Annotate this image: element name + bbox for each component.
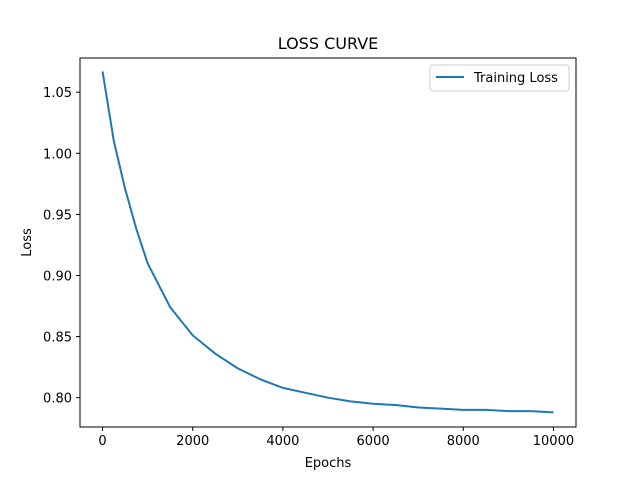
chart-title: LOSS CURVE bbox=[278, 34, 379, 53]
x-tick-label: 10000 bbox=[533, 434, 574, 449]
y-axis-label: Loss bbox=[20, 228, 35, 257]
x-tick-label: 8000 bbox=[447, 434, 480, 449]
y-tick-label: 1.05 bbox=[43, 86, 72, 101]
x-tick-label: 0 bbox=[98, 434, 106, 449]
x-tick-label: 6000 bbox=[357, 434, 390, 449]
legend-box bbox=[429, 64, 570, 92]
legend-label-training-loss: Training Loss bbox=[473, 71, 558, 86]
x-axis-ticks: 0 2000 4000 6000 8000 10000 bbox=[98, 427, 574, 449]
y-axis-ticks: 0.80 0.85 0.90 0.95 1.00 1.05 bbox=[43, 86, 80, 407]
y-tick-label: 0.95 bbox=[43, 208, 72, 223]
y-tick-label: 0.80 bbox=[43, 392, 72, 407]
x-tick-label: 2000 bbox=[176, 434, 209, 449]
plot-frame bbox=[79, 57, 577, 428]
x-tick-label: 4000 bbox=[266, 434, 299, 449]
legend: Training Loss bbox=[429, 64, 570, 92]
series-line-training-loss bbox=[101, 71, 554, 414]
y-tick-label: 1.00 bbox=[43, 147, 72, 162]
plot-area bbox=[79, 57, 577, 428]
y-tick-label: 0.90 bbox=[43, 269, 72, 284]
y-tick-label: 0.85 bbox=[43, 331, 72, 346]
x-axis-label: Epochs bbox=[305, 456, 352, 471]
